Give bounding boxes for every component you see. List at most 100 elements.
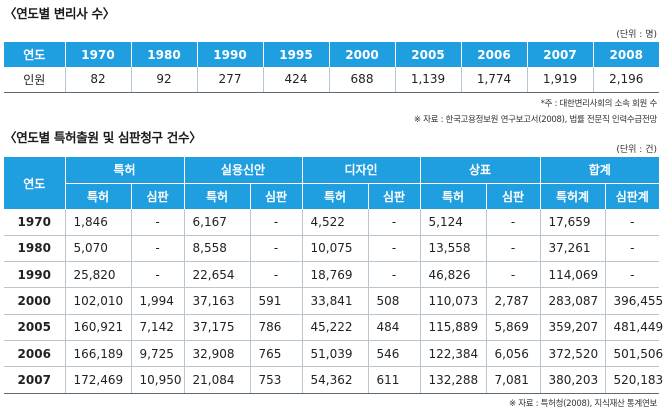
value-cell: 283,087	[539, 287, 606, 315]
group-header-row: 연도 특허 실용신안 디자인 상표 합계	[4, 157, 660, 209]
value-cell: 54,362	[301, 366, 369, 394]
section2-source: ※ 자료 : 특허청(2008), 지식재산 통계연보	[508, 399, 657, 409]
value-cell: 160,921	[64, 314, 131, 341]
section2-title: 〈연도별 특허출원 및 심판청구 건수〉	[4, 130, 202, 145]
table-row: 2000 102,010 1,994 37,163 591 33,841 508 110,07…	[4, 287, 663, 315]
value-cell: 611	[367, 366, 421, 394]
value-cell: 17,659	[539, 209, 606, 236]
year-header: 1995	[262, 42, 329, 67]
value-cell: 520,183	[604, 366, 663, 394]
table-row: 1980 5,070-8,558-10,075-13,558-37,261-	[4, 235, 660, 263]
section1-note: *주 : 대한변리사회의 소속 회원 수	[540, 99, 658, 109]
year-header: 2007	[526, 42, 593, 67]
table-body: 1970 1,846-6,167-4,522-5,124-17,659-1980 5…	[4, 209, 663, 394]
value-cell: -	[130, 209, 184, 236]
value-cell: -	[485, 209, 541, 236]
value-cell: 114,069	[539, 261, 606, 289]
value-cell: 396,455	[604, 287, 663, 315]
value-cell: -	[249, 235, 303, 263]
value-cell: 32,908	[183, 340, 250, 368]
sub-header: 심판	[249, 183, 303, 209]
value-cell: -	[367, 235, 421, 263]
year-header: 2008	[592, 42, 659, 67]
year-header: 1990	[196, 42, 263, 67]
count-cell: 424	[262, 67, 329, 93]
value-cell: 172,469	[64, 366, 131, 394]
value-cell: 591	[249, 287, 303, 315]
group-header-total: 합계	[539, 157, 660, 184]
value-cell: 765	[249, 340, 303, 368]
value-cell: 18,769	[301, 261, 369, 289]
value-cell: 51,039	[301, 340, 369, 368]
value-cell: -	[485, 235, 541, 263]
header-year-label: 연도	[4, 42, 65, 67]
group-header-design: 디자인	[301, 157, 421, 184]
count-cell: 92	[130, 67, 197, 93]
year-cell: 1980	[4, 235, 65, 263]
year-cell: 2005	[4, 314, 65, 341]
sub-header: 특허	[301, 183, 369, 209]
value-cell: 9,725	[130, 340, 184, 368]
sub-header: 특허	[419, 183, 487, 209]
group-header-utility-model: 실용신안	[183, 157, 303, 184]
value-cell: 166,189	[64, 340, 131, 368]
group-header-trademark: 상표	[419, 157, 541, 184]
value-cell: 6,056	[485, 340, 541, 368]
value-cell: -	[604, 235, 660, 263]
value-cell: 786	[249, 314, 303, 341]
value-cell: 10,075	[301, 235, 369, 263]
count-cell: 688	[328, 67, 395, 93]
value-cell: 10,950	[130, 366, 184, 394]
table-row: 1990 25,820-22,654-18,769-46,826-114,069-	[4, 261, 660, 289]
sub-header: 심판계	[604, 183, 660, 209]
sub-header-row: 특허 심판 특허 심판 특허 심판 특허 심판 특허계 심판계	[4, 183, 660, 209]
value-cell: 4,522	[301, 209, 369, 236]
row-label: 인원	[4, 67, 65, 93]
value-cell: 546	[367, 340, 421, 368]
sub-header: 특허	[64, 183, 131, 209]
value-cell: -	[604, 261, 660, 289]
sub-header: 심판	[367, 183, 421, 209]
value-cell: 501,506	[604, 340, 663, 368]
value-cell: 5,124	[419, 209, 487, 236]
value-cell: 2,787	[485, 287, 541, 315]
year-header: 2000	[328, 42, 395, 67]
value-cell: 46,826	[419, 261, 487, 289]
year-cell: 1970	[4, 209, 65, 236]
year-cell: 2006	[4, 340, 65, 368]
value-cell: -	[367, 209, 421, 236]
value-cell: -	[485, 261, 541, 289]
value-cell: 7,081	[485, 366, 541, 394]
year-cell: 2000	[4, 287, 65, 315]
value-cell: 25,820	[64, 261, 131, 289]
year-header: 2006	[460, 42, 527, 67]
table-row: 1970 1,846-6,167-4,522-5,124-17,659-	[4, 209, 660, 236]
value-cell: 484	[367, 314, 421, 341]
patent-attorney-header-row: 연도 1970 1980 1990 1995 2000 2005 2006 20…	[4, 42, 659, 67]
value-cell: 33,841	[301, 287, 369, 315]
value-cell: 8,558	[183, 235, 250, 263]
value-cell: 102,010	[64, 287, 131, 315]
value-cell: 37,261	[539, 235, 606, 263]
value-cell: 122,384	[419, 340, 487, 368]
value-cell: 359,207	[539, 314, 606, 341]
value-cell: 6,167	[183, 209, 250, 236]
value-cell: 115,889	[419, 314, 487, 341]
section1-source: ※ 자료 : 한국고용정보원 연구보고서(2008), 법률 전문직 인력수급전…	[413, 115, 657, 125]
value-cell: 372,520	[539, 340, 606, 368]
value-cell: 508	[367, 287, 421, 315]
value-cell: 5,869	[485, 314, 541, 341]
value-cell: 380,203	[539, 366, 606, 394]
year-cell: 1990	[4, 261, 65, 289]
count-cell: 277	[196, 67, 263, 93]
value-cell: 1,994	[130, 287, 184, 315]
value-cell: 37,175	[183, 314, 250, 341]
year-header: 2005	[394, 42, 461, 67]
value-cell: -	[249, 261, 303, 289]
value-cell: 45,222	[301, 314, 369, 341]
year-cell: 2007	[4, 366, 65, 394]
value-cell: -	[249, 209, 303, 236]
count-cell: 2,196	[592, 67, 659, 93]
value-cell: 481,449	[604, 314, 663, 341]
table-row: 2007 172,469 10,950 21,084 753 54,362 611 132,2…	[4, 366, 663, 394]
